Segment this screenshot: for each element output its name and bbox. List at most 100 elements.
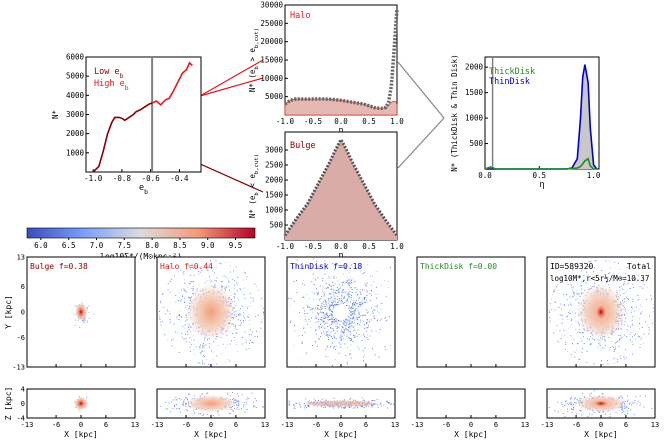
particle [77,319,79,321]
particle [563,294,565,295]
particle [651,408,653,409]
particle [185,313,187,315]
particle [362,273,364,274]
particle [582,392,583,394]
particle [186,319,188,321]
particle [170,411,171,413]
particle [344,334,346,336]
particle [568,271,570,273]
particle [342,322,344,324]
bulge-core [75,303,87,321]
particle [345,322,347,324]
particle [348,323,350,325]
particle [263,311,264,313]
particle [343,321,345,323]
particle [225,262,227,263]
particle [262,314,264,316]
particle [363,360,364,362]
particle [327,302,329,304]
particle [185,290,187,292]
particle [358,313,360,315]
x-tick-label: -1.0 [276,117,295,126]
particle [308,298,310,300]
particle [175,397,177,398]
y-tick-label: 1500 [465,88,484,97]
particle [624,324,625,326]
particle [564,275,566,277]
particle [346,282,348,284]
particle [228,280,230,282]
particle [246,402,247,404]
particle [195,346,197,348]
particle [178,407,180,409]
particle [354,329,356,331]
particle [345,291,347,293]
particle [371,406,373,408]
particle [358,297,360,299]
particle [632,316,634,317]
particle [234,280,235,282]
particle [356,303,358,305]
particle [363,314,365,316]
particle [196,288,198,290]
particle [193,268,195,269]
particle [331,315,333,317]
particle [348,296,350,298]
particle [337,406,339,408]
particle [312,308,314,310]
particle [206,359,208,360]
particle [181,336,183,338]
particle [390,403,391,405]
particle [202,350,204,352]
particle [640,336,642,338]
particle [208,343,210,345]
particle [184,297,185,299]
particle [86,396,88,398]
particle [336,304,338,306]
particle [625,318,627,319]
particle [342,332,344,333]
particle [605,260,606,262]
particle [643,333,645,335]
particle [332,328,334,329]
particle [159,321,161,323]
particle [570,283,571,285]
particle [335,325,337,327]
particle [623,298,625,300]
particle [643,406,645,408]
particle [626,405,627,407]
particle [359,312,360,314]
x-tick-label: 0 [79,421,83,429]
particle [354,303,355,305]
particle [243,315,244,317]
particle [245,341,247,343]
particle [630,310,632,311]
particle [236,329,238,331]
particle [342,289,344,291]
particle [320,323,321,325]
particle [556,284,558,286]
particle [364,315,366,316]
particle [621,396,623,398]
particle [563,305,565,306]
particle [366,337,368,338]
particle [202,346,204,348]
particle [323,333,325,334]
particle [322,313,324,315]
particle [83,321,85,323]
particle [583,332,585,334]
particle [366,312,368,314]
particle [349,406,351,408]
particle [350,283,351,285]
particle [318,338,320,340]
particle [619,268,621,270]
particle [618,396,620,398]
particle [188,393,190,395]
particle [207,339,208,341]
particle [245,319,246,321]
particle [343,319,345,321]
particle [239,288,241,290]
particle [347,297,349,299]
particle [256,330,257,332]
particle [338,288,339,290]
